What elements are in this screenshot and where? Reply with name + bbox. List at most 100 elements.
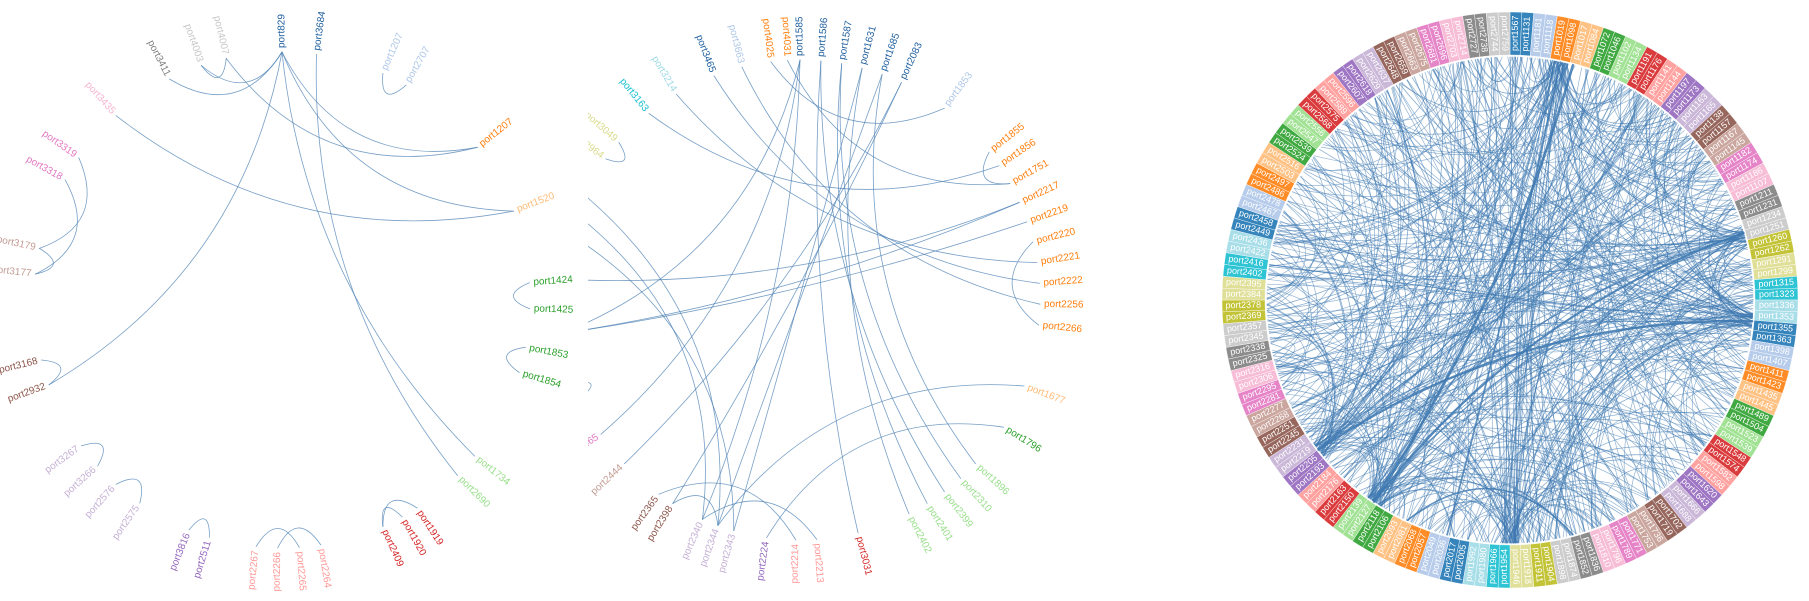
- chord-link: [1359, 476, 1508, 544]
- chord-link: [1375, 258, 1750, 504]
- chord-link: [1561, 62, 1705, 447]
- node-label: port2222: [1043, 275, 1084, 289]
- chord-link: [1322, 408, 1694, 461]
- chord-link: [1317, 319, 1754, 451]
- chord-link: [1266, 310, 1335, 454]
- chord-link: [1487, 57, 1564, 89]
- chord-link: [281, 51, 514, 212]
- node-label: port3663: [726, 24, 746, 65]
- chord-link: [1275, 365, 1512, 544]
- chord-link: [1490, 57, 1507, 544]
- chord-link: [1507, 370, 1743, 544]
- chord-link: [1313, 86, 1410, 444]
- node-label: port2465: [588, 432, 601, 463]
- chord-link: [1315, 95, 1402, 447]
- chord-link: [1543, 493, 1635, 542]
- chord-link: [1683, 300, 1754, 456]
- chord-link: [1314, 441, 1455, 537]
- chord-link: [1467, 321, 1753, 540]
- chord-link: [717, 74, 883, 526]
- chord-link: [1307, 164, 1753, 318]
- chord-link: [1317, 163, 1712, 449]
- node-label: port1734: [474, 454, 512, 488]
- chord-link: [1506, 459, 1684, 544]
- chord-link: [1318, 112, 1388, 451]
- chord-diagram-left: port829 port3684 port1207 port2707 port1207 p…: [0, 0, 600, 601]
- chord-link: [35, 179, 78, 275]
- chord-link: [115, 478, 143, 504]
- chord-link: [1314, 443, 1390, 512]
- chord-link: [1723, 237, 1753, 287]
- node-label: port3031: [854, 536, 874, 577]
- chord-link: [1427, 71, 1751, 266]
- node-label: port1207: [477, 116, 515, 149]
- chord-link: [733, 67, 863, 532]
- chord-link: [1448, 64, 1493, 543]
- node-labels: port829 port3684port1207port2707port1207p…: [0, 10, 574, 591]
- chord-link: [1266, 60, 1556, 310]
- chord-link: [1566, 63, 1710, 164]
- node-label: port1631: [858, 24, 879, 65]
- chord-link: [1344, 121, 1409, 501]
- chord-link: [1507, 482, 1649, 544]
- chord-link: [1270, 97, 1383, 345]
- chord-link: [1434, 56, 1514, 92]
- chord-link: [872, 74, 976, 465]
- chord-link: [1381, 93, 1519, 544]
- chord-link: [1556, 61, 1739, 217]
- chord-link: [1376, 218, 1740, 504]
- node-label: port1966: [1487, 548, 1499, 584]
- chord-link: [39, 157, 88, 249]
- chord-link: [1322, 63, 1456, 456]
- node-label: port2932: [6, 381, 47, 405]
- node-label: port1567: [1509, 15, 1520, 51]
- node-label: port1854: [521, 369, 562, 391]
- chord-link: [200, 58, 227, 78]
- chord-link: [713, 75, 1040, 284]
- node-label: port1980: [1475, 547, 1489, 583]
- node-label: port2759: [1500, 15, 1511, 51]
- node-label: port2266: [1042, 320, 1083, 335]
- chord-link: [1511, 56, 1720, 179]
- chord-link: [1623, 261, 1751, 513]
- chord-link: [1332, 316, 1753, 468]
- chord-link: [600, 59, 801, 435]
- node-label: port1424: [533, 274, 574, 288]
- chord-link: [1666, 153, 1724, 417]
- chord-link: [1477, 56, 1519, 82]
- chord-link: [1468, 521, 1473, 540]
- chord-link: [115, 115, 514, 222]
- chord-link: [1278, 318, 1753, 374]
- node-label: port4025: [760, 18, 776, 59]
- chord-link: [1608, 77, 1683, 135]
- chord-link: [1554, 60, 1690, 143]
- node-label: port3319: [40, 128, 79, 160]
- node-label: port1954: [1499, 549, 1510, 585]
- node-label: port2402: [1227, 265, 1263, 279]
- chord-link: [1315, 183, 1724, 447]
- chord-link: [1266, 292, 1333, 448]
- chord-link: [1335, 130, 1403, 499]
- chord-link: [1270, 63, 1568, 260]
- chord-link: [1487, 57, 1724, 187]
- chord-link: [1269, 337, 1296, 368]
- node-label: port4007: [211, 15, 231, 56]
- chord-link: [1380, 418, 1709, 507]
- chord-link: [1267, 319, 1306, 396]
- chord-link: [1442, 66, 1727, 411]
- chord-link: [1314, 396, 1707, 445]
- chord-link: [672, 495, 719, 526]
- chord-link: [1273, 216, 1739, 261]
- chord-link: [1319, 58, 1479, 452]
- chord-link: [1380, 57, 1493, 507]
- chord-link: [1297, 181, 1391, 501]
- chord-link: [1283, 210, 1348, 450]
- node-label: port1585: [795, 16, 806, 56]
- chord-link: [1504, 498, 1613, 544]
- chord-link: [741, 66, 1041, 305]
- node-label: port3684: [312, 10, 328, 51]
- chord-link: [81, 442, 104, 467]
- chord-link: [1367, 105, 1657, 498]
- chord-link: [1674, 127, 1743, 230]
- node-label: port2402: [906, 515, 934, 556]
